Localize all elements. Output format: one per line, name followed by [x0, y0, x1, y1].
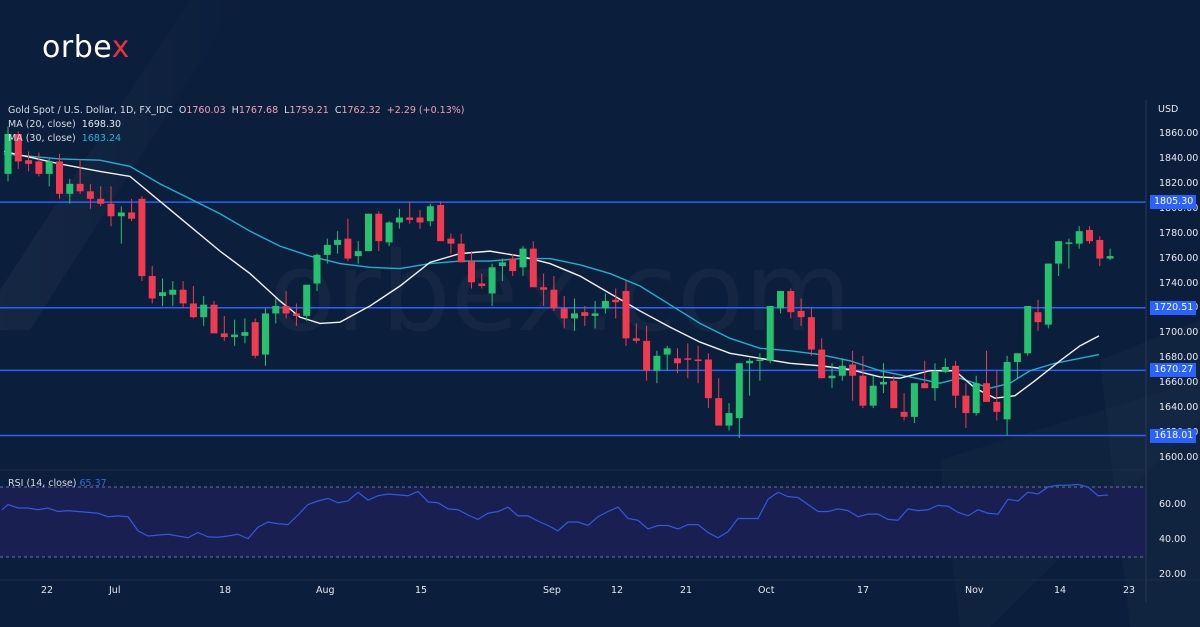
time-tick: 23	[1123, 585, 1136, 596]
time-tick: 18	[219, 585, 232, 596]
price-tick: 1700.00	[1159, 327, 1199, 339]
time-tick: 17	[857, 585, 870, 596]
chart-legend: Gold Spot / U.S. Dollar, 1D, FX_IDC O176…	[8, 104, 464, 146]
time-tick: Oct	[758, 585, 775, 596]
price-tick: 1860.00	[1159, 128, 1199, 139]
time-tick: 12	[611, 585, 624, 596]
open-value: 1760.03	[186, 105, 226, 116]
price-tick: 1600.00	[1159, 451, 1199, 463]
time-tick: Sep	[543, 585, 561, 596]
price-tick: 1740.00	[1159, 277, 1199, 289]
rsi-legend[interactable]: RSI (14, close) 65.37	[8, 478, 107, 489]
price-tick: 1660.00	[1159, 377, 1199, 389]
rsi-tick: 60.00	[1159, 498, 1187, 510]
svg-text:orbex.com: orbex.com	[268, 228, 851, 356]
price-tick: 1820.00	[1159, 177, 1199, 189]
currency-label: USD	[1158, 104, 1179, 115]
rsi-panel	[0, 483, 1146, 558]
rsi-line	[1, 483, 1109, 540]
ma30-value: 1683.24	[81, 133, 122, 144]
change-value: +2.29 (+0.13%)	[386, 105, 465, 116]
price-tick: 1840.00	[1159, 152, 1199, 164]
time-tick: Jul	[109, 585, 121, 596]
level-tag: 1720.51	[1150, 300, 1196, 315]
price-tick: 1760.00	[1159, 252, 1199, 264]
time-tick: Nov	[965, 585, 984, 596]
time-tick: 21	[680, 585, 693, 596]
level-tag: 1618.01	[1150, 428, 1196, 443]
time-tick: Aug	[316, 585, 335, 596]
time-tick: 22	[41, 585, 54, 596]
ma20-line	[3, 150, 1100, 399]
symbol-line: Gold Spot / U.S. Dollar, 1D, FX_IDC O176…	[8, 105, 465, 116]
time-tick: 14	[1054, 585, 1067, 596]
level-tag: 1805.30	[1150, 195, 1196, 210]
watermark: orbex.com	[268, 228, 851, 356]
price-tick: 1680.00	[1159, 352, 1199, 364]
price-tick: 1640.00	[1159, 402, 1199, 414]
candlesticks	[4, 126, 1114, 439]
ma30-legend[interactable]: MA (30, close) 1683.24	[8, 133, 122, 144]
high-value: 1767.68	[238, 105, 279, 116]
low-value: 1759.21	[289, 105, 329, 116]
level-tag: 1670.27	[1150, 363, 1196, 378]
rsi-value: 65.37	[79, 478, 107, 489]
ma20-value: 1698.30	[81, 119, 122, 130]
ma20-legend[interactable]: MA (20, close) 1698.30	[8, 119, 122, 130]
symbol-name: Gold Spot / U.S. Dollar, 1D, FX_IDC	[8, 105, 173, 116]
price-tick: 1780.00	[1159, 227, 1199, 239]
orbex-logo: orbex	[42, 30, 130, 65]
rsi-tick: 20.00	[1159, 568, 1187, 580]
close-value: 1762.32	[341, 105, 381, 116]
rsi-tick: 40.00	[1159, 533, 1187, 545]
time-tick: 15	[415, 585, 428, 596]
